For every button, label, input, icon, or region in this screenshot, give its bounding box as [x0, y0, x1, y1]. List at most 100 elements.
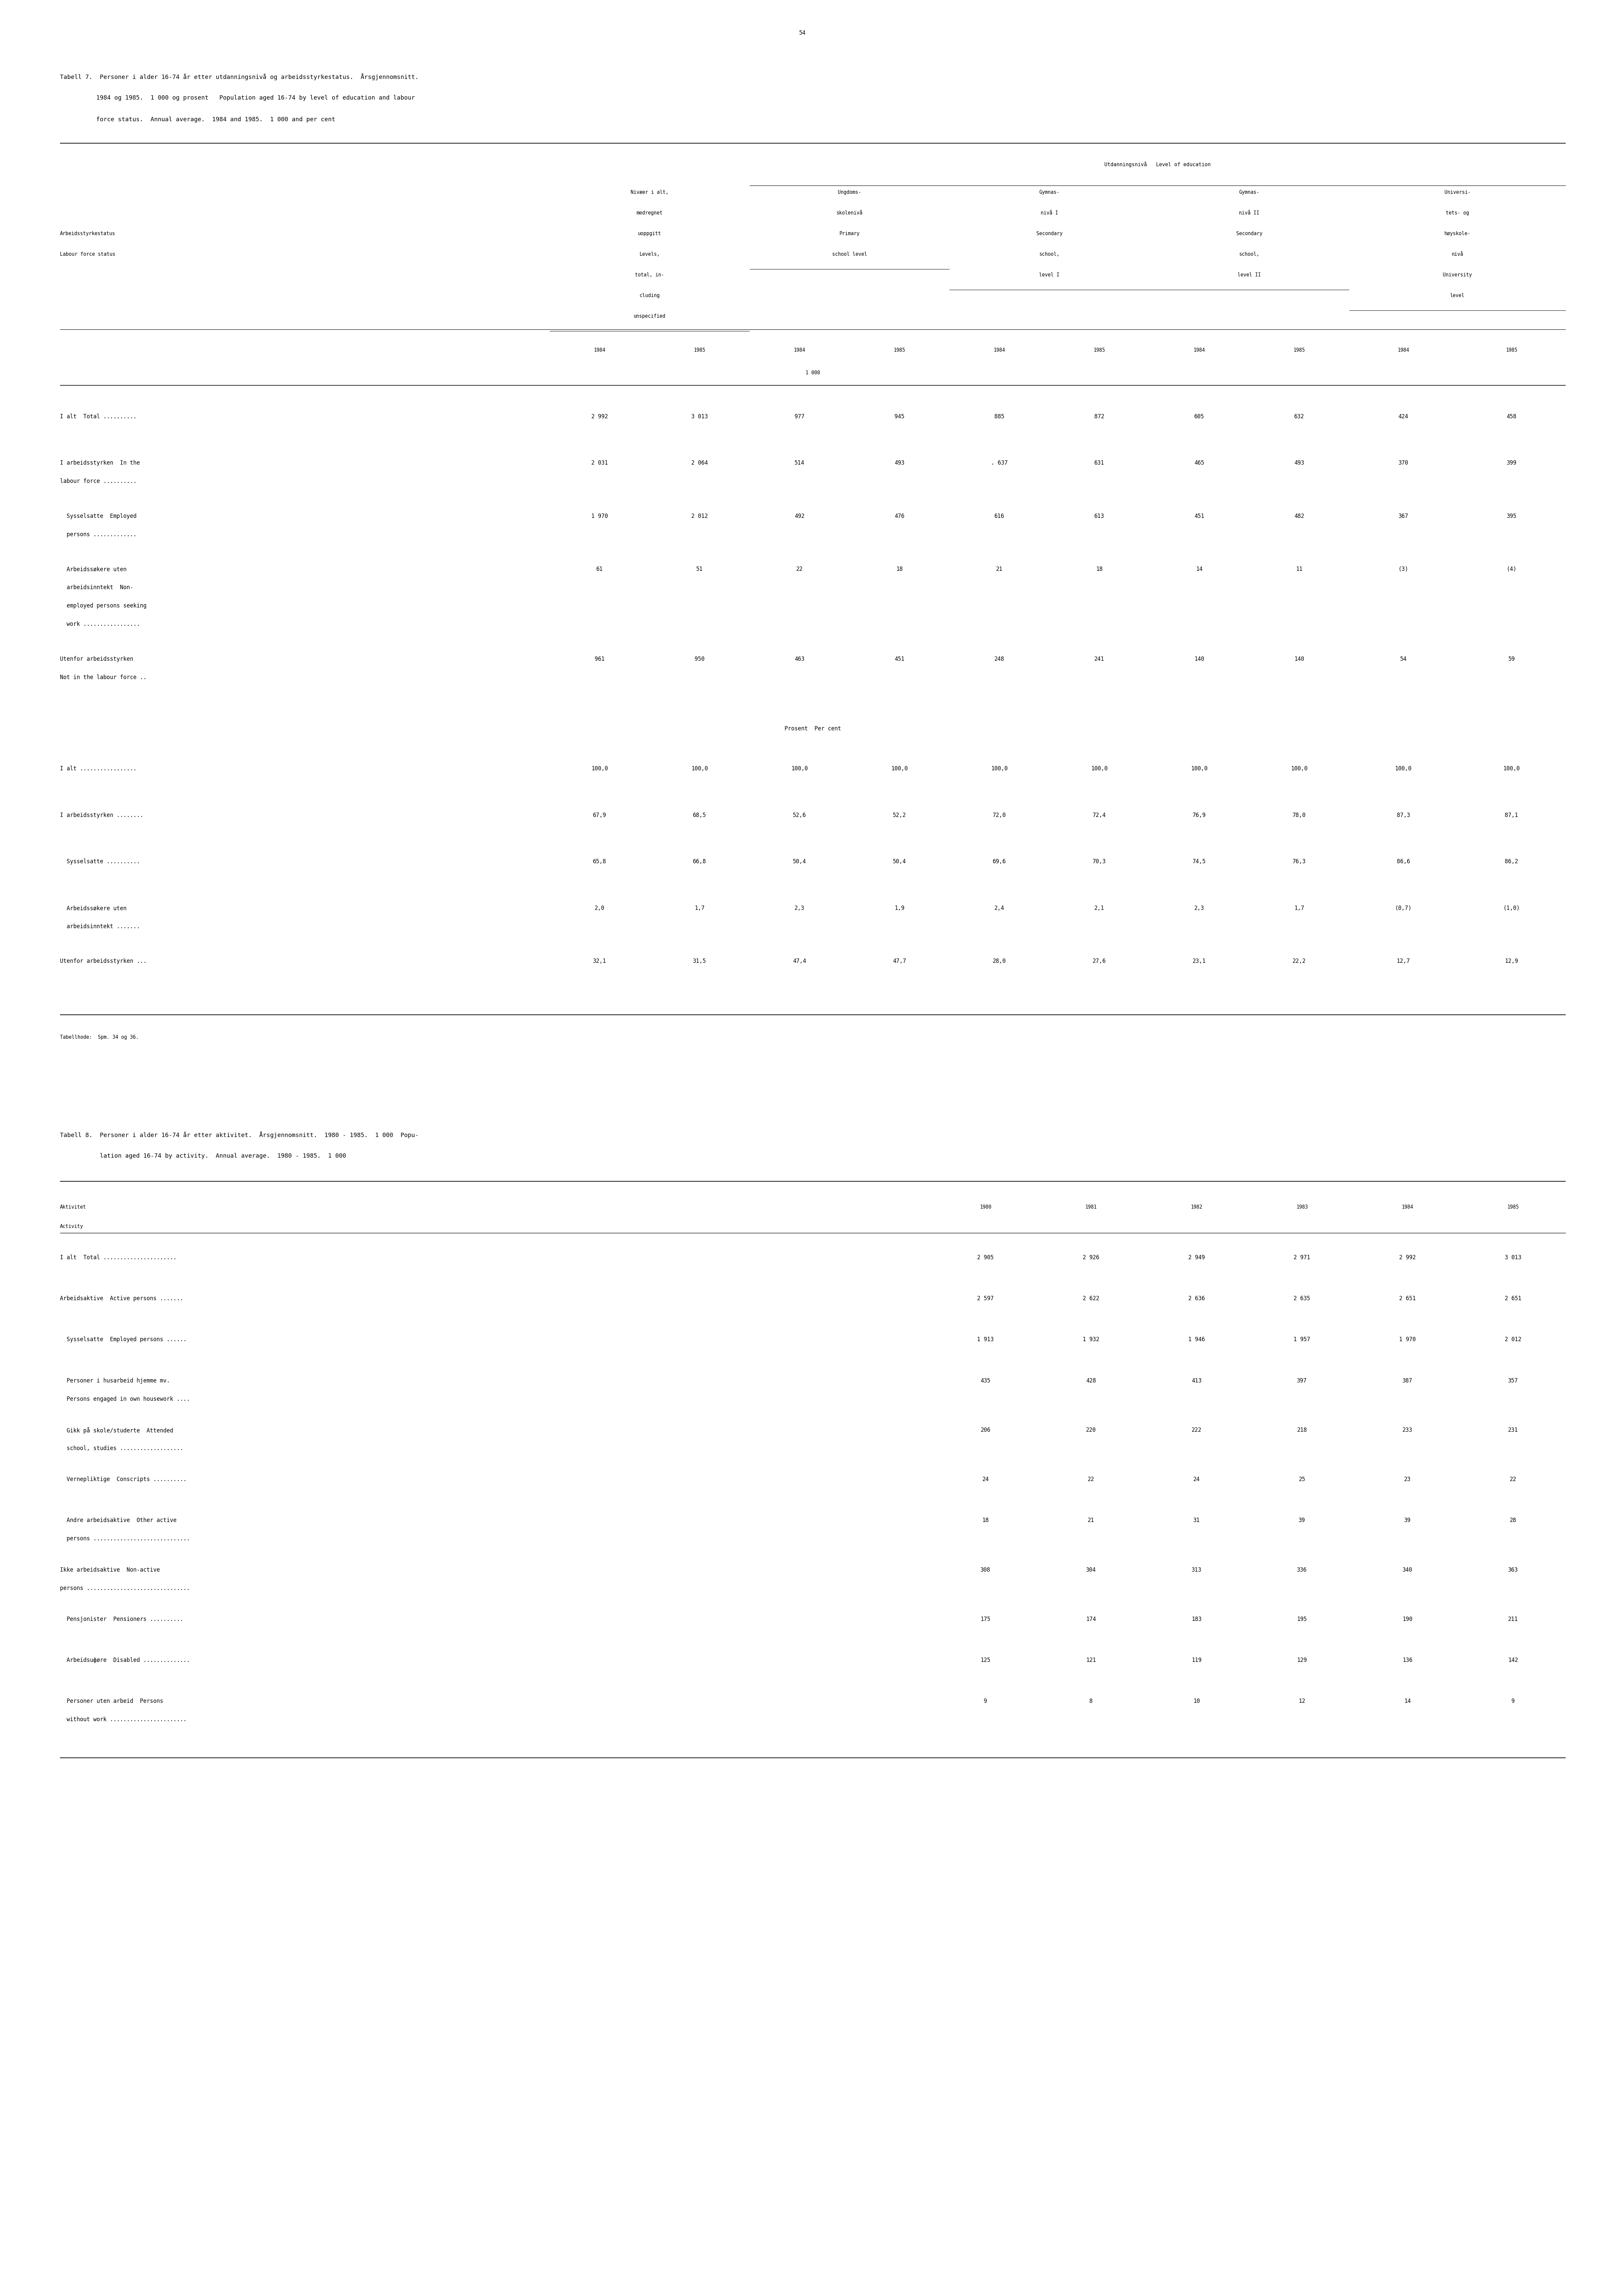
Text: 27,6: 27,6	[1093, 957, 1106, 964]
Text: school,: school,	[1038, 253, 1059, 257]
Text: Gymnas-: Gymnas-	[1239, 191, 1260, 195]
Text: Arbeidsstyrkestatus: Arbeidsstyrkestatus	[59, 232, 116, 236]
Text: 2 651: 2 651	[1504, 1295, 1522, 1302]
Text: Sysselsatte ..........: Sysselsatte ..........	[59, 859, 140, 866]
Text: persons ...............................: persons ...............................	[59, 1584, 189, 1591]
Text: 100,0: 100,0	[1504, 767, 1520, 771]
Text: 22: 22	[1510, 1476, 1517, 1483]
Text: medregnet: medregnet	[637, 211, 663, 216]
Text: I alt  Total ......................: I alt Total ......................	[59, 1254, 177, 1261]
Text: 1,7: 1,7	[695, 905, 705, 912]
Text: 100,0: 100,0	[1191, 767, 1207, 771]
Text: 2 926: 2 926	[1083, 1254, 1099, 1261]
Text: unspecified: unspecified	[634, 315, 666, 319]
Text: 50,4: 50,4	[892, 859, 907, 866]
Text: Utenfor arbeidsstyrken ...: Utenfor arbeidsstyrken ...	[59, 957, 146, 964]
Text: Nivæer i alt,: Nivæer i alt,	[631, 191, 669, 195]
Text: 54: 54	[799, 30, 806, 37]
Text: 100,0: 100,0	[1290, 767, 1308, 771]
Text: 458: 458	[1507, 413, 1517, 420]
Text: 387: 387	[1403, 1378, 1412, 1384]
Text: 142: 142	[1509, 1658, 1518, 1662]
Text: I arbeidsstyrken ........: I arbeidsstyrken ........	[59, 813, 143, 817]
Text: 220: 220	[1087, 1428, 1096, 1433]
Text: Ungdoms-: Ungdoms-	[838, 191, 862, 195]
Text: total, in-: total, in-	[636, 273, 664, 278]
Text: 140: 140	[1294, 657, 1305, 661]
Text: 231: 231	[1509, 1428, 1518, 1433]
Text: 1985: 1985	[1507, 1205, 1518, 1210]
Text: 631: 631	[1095, 459, 1104, 466]
Text: 435: 435	[981, 1378, 990, 1384]
Text: 11: 11	[1295, 567, 1303, 572]
Text: 136: 136	[1403, 1658, 1412, 1662]
Text: arbeidsinntekt .......: arbeidsinntekt .......	[59, 923, 140, 930]
Text: 2,1: 2,1	[1095, 905, 1104, 912]
Text: 67,9: 67,9	[592, 813, 607, 817]
Text: 1,9: 1,9	[894, 905, 905, 912]
Text: 18: 18	[1096, 567, 1103, 572]
Text: 395: 395	[1507, 514, 1517, 519]
Text: 70,3: 70,3	[1093, 859, 1106, 866]
Text: 54: 54	[1400, 657, 1406, 661]
Text: 14: 14	[1404, 1699, 1411, 1704]
Text: 50,4: 50,4	[793, 859, 806, 866]
Text: 1 957: 1 957	[1294, 1336, 1310, 1343]
Text: 22,2: 22,2	[1292, 957, 1306, 964]
Text: Sysselsatte  Employed persons ......: Sysselsatte Employed persons ......	[59, 1336, 186, 1343]
Text: 304: 304	[1087, 1566, 1096, 1573]
Text: 241: 241	[1095, 657, 1104, 661]
Text: Not in the labour force ..: Not in the labour force ..	[59, 675, 146, 680]
Text: school, studies ...................: school, studies ...................	[59, 1446, 183, 1451]
Text: Gikk på skole/studerte  Attended: Gikk på skole/studerte Attended	[59, 1428, 173, 1433]
Text: 399: 399	[1507, 459, 1517, 466]
Text: 100,0: 100,0	[891, 767, 908, 771]
Text: 22: 22	[1088, 1476, 1095, 1483]
Text: Gymnas-: Gymnas-	[1038, 191, 1059, 195]
Text: 492: 492	[794, 514, 804, 519]
Text: 2 905: 2 905	[977, 1254, 993, 1261]
Text: 1 913: 1 913	[977, 1336, 993, 1343]
Text: nivå I: nivå I	[1040, 211, 1058, 216]
Text: 248: 248	[995, 657, 1005, 661]
Text: 21: 21	[997, 567, 1003, 572]
Text: 1984 og 1985.  1 000 og prosent   Population aged 16-74 by level of education an: 1984 og 1985. 1 000 og prosent Populatio…	[59, 94, 416, 101]
Text: Ikke arbeidsaktive  Non-active: Ikke arbeidsaktive Non-active	[59, 1566, 160, 1573]
Text: skolenivå: skolenivå	[836, 211, 862, 216]
Text: 1985: 1985	[693, 347, 705, 354]
Text: 52,6: 52,6	[793, 813, 806, 817]
Text: 9: 9	[1512, 1699, 1515, 1704]
Text: 945: 945	[894, 413, 905, 420]
Text: nivå II: nivå II	[1239, 211, 1260, 216]
Text: I alt  Total ..........: I alt Total ..........	[59, 413, 136, 420]
Text: 47,4: 47,4	[793, 957, 806, 964]
Text: Secondary: Secondary	[1236, 232, 1263, 236]
Text: 367: 367	[1398, 514, 1408, 519]
Text: level II: level II	[1237, 273, 1262, 278]
Text: 51: 51	[697, 567, 703, 572]
Text: 340: 340	[1403, 1566, 1412, 1573]
Text: 2 012: 2 012	[1504, 1336, 1522, 1343]
Text: employed persons seeking: employed persons seeking	[59, 604, 146, 608]
Text: 885: 885	[995, 413, 1005, 420]
Text: 2 651: 2 651	[1400, 1295, 1416, 1302]
Text: nivå: nivå	[1451, 253, 1464, 257]
Text: 2 597: 2 597	[977, 1295, 993, 1302]
Text: Universi-: Universi-	[1444, 191, 1470, 195]
Text: lation aged 16-74 by activity.  Annual average.  1980 - 1985.  1 000: lation aged 16-74 by activity. Annual av…	[59, 1153, 347, 1159]
Text: 2,3: 2,3	[794, 905, 804, 912]
Text: Secondary: Secondary	[1037, 232, 1063, 236]
Text: 9: 9	[984, 1699, 987, 1704]
Text: 1 946: 1 946	[1188, 1336, 1205, 1343]
Text: 86,6: 86,6	[1396, 859, 1409, 866]
Text: cluding: cluding	[639, 294, 660, 298]
Text: 39: 39	[1298, 1518, 1305, 1525]
Text: 87,1: 87,1	[1505, 813, 1518, 817]
Text: 12,9: 12,9	[1505, 957, 1518, 964]
Text: without work .......................: without work .......................	[59, 1717, 186, 1722]
Text: 129: 129	[1297, 1658, 1306, 1662]
Text: I arbeidsstyrken  In the: I arbeidsstyrken In the	[59, 459, 140, 466]
Text: 632: 632	[1294, 413, 1305, 420]
Text: 465: 465	[1194, 459, 1204, 466]
Text: 39: 39	[1404, 1518, 1411, 1525]
